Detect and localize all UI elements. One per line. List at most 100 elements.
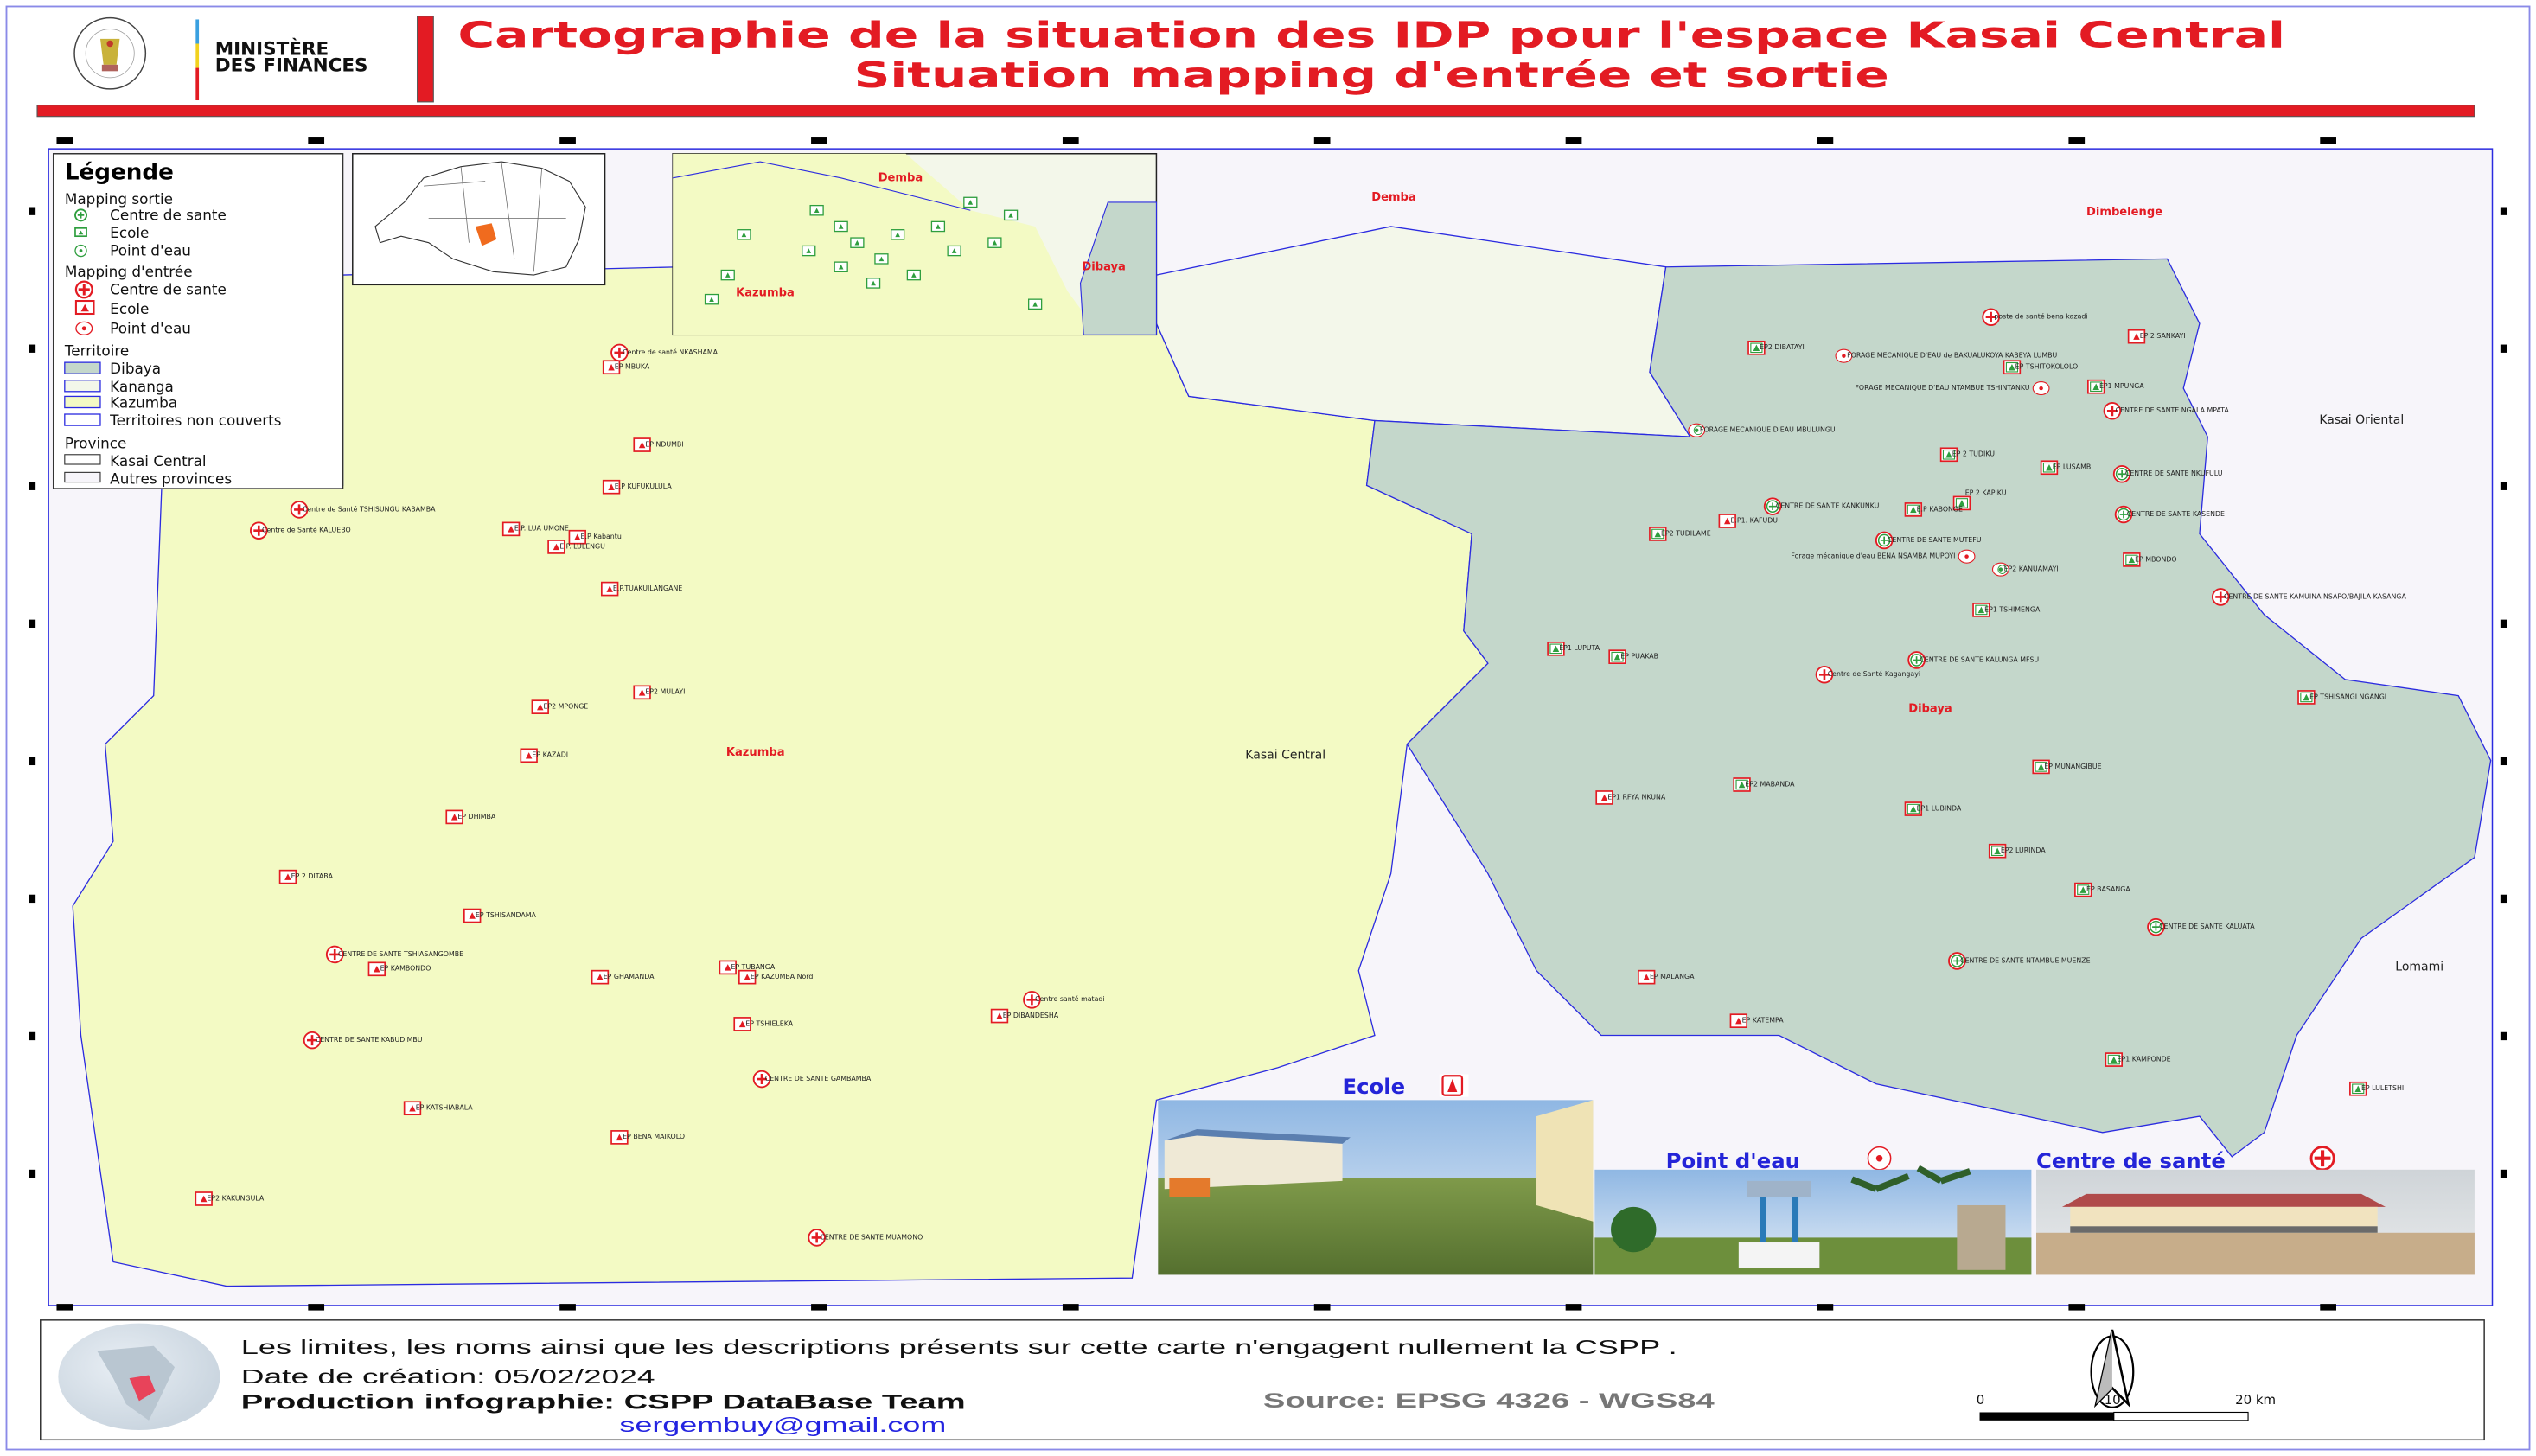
marker-ecole-entree[interactable]: EP KAMBONDO [367,961,431,977]
marker-ecole-sortie[interactable]: EP1 TSHIMENGA [1972,603,2041,617]
marker-point_eau-sortie[interactable]: EP2 KANUAMAYI [1991,562,2059,577]
marker-label: CENTRE DE SANTE NGALA MPATA [2116,406,2230,414]
marker-label: FORAGE MECANIQUE D'EAU MBULUNGU [1700,426,1836,434]
marker-ecole-sortie[interactable]: EP TSHITOKOLOLO [2003,360,2079,375]
marker-ecole-entree[interactable]: EP TSHIELEKA [733,1017,794,1031]
school-entry-icon [74,299,95,316]
marker-ecole-entree[interactable]: E.P. LULENGU [547,540,605,554]
marker-centre_sante-entree[interactable]: CENTRE DE SANTE NGALA MPATA [2103,401,2230,420]
marker-ecole-entree[interactable]: EP 2 DITABA [278,869,334,884]
marker-centre_sante-sortie[interactable]: CENTRE DE SANTE NKUFULU [2112,464,2223,483]
marker-ecole-entree[interactable]: EP TUBANGA [719,960,776,975]
tick-mark [559,1304,576,1311]
cross-glyph [1026,994,1038,1006]
marker-ecole-entree[interactable]: E.P Kabantu [568,529,622,545]
tick-mark [56,1304,73,1311]
marker-point_eau-entree[interactable]: FORAGE MECANIQUE D'EAU de BAKUALUKOYA KA… [1835,348,2057,363]
marker-label: EP TSHISANDAMA [476,911,537,919]
marker-centre_sante-entree[interactable]: CENTRE DE SANTE GAMBAMBA [752,1070,872,1089]
inset-school-glyph [992,239,998,246]
marker-ecole-entree[interactable]: EP2 KAKUNGULA [195,1191,265,1206]
marker-ecole-entree[interactable]: EP MALANGA [1638,969,1695,985]
marker-point_eau-entree[interactable]: Forage mécanique d'eau BENA NSAMBA MUPOY… [1791,549,1976,564]
school-glyph [744,974,751,980]
inset-label-kazumba: Kazumba [736,286,795,299]
marker-centre_sante-sortie[interactable]: CENTRE DE SANTE KASENDE [2114,505,2225,524]
inset-school-glyph [709,297,714,302]
marker-ecole-sortie[interactable]: EP MBONDO [2123,552,2177,567]
marker-centre_sante-sortie[interactable]: CENTRE DE SANTE MUTEFU [1875,531,1982,550]
marker-ecole-sortie[interactable]: EP 2 KAPIKU [1952,489,2007,511]
photo-caption-ecole: Ecole [1343,1074,1406,1099]
marker-centre_sante-sortie[interactable]: CENTRE DE SANTE NTAMBUE MUENZE [1948,952,2091,970]
marker-layer[interactable]: E.P KUFUKULULA E.P. LUA UMONE E.P Kabantu E… [195,308,2407,1247]
marker-centre_sante-entree[interactable]: CENTRE DE SANTE MUAMONO [808,1229,923,1247]
cross-glyph [2152,923,2160,931]
legend-item-label: Centre de sante [110,281,227,298]
marker-centre_sante-entree[interactable]: Centre de Santé Kagangayi [1815,665,1920,684]
marker-ecole-entree[interactable]: E.P1. KAFUDU [1718,514,1778,528]
marker-ecole-sortie[interactable]: EP1 MPUNGA [2087,379,2144,394]
marker-ecole-sortie[interactable]: EP MUNANGIBUE [2032,759,2102,775]
school-glyph [2303,693,2310,701]
marker-ecole-entree[interactable]: EP DHIMBA [445,809,496,825]
marker-ecole-entree[interactable]: E.P KUFUKULULA [602,479,673,495]
marker-centre_sante-sortie[interactable]: CENTRE DE SANTE KANKUNKU [1763,497,1880,515]
marker-ecole-sortie[interactable]: EP1 KAMPONDE [2105,1052,2171,1067]
marker-centre_sante-entree[interactable]: CENTRE DE SANTE KAMUINA NSAPO/BAJILA KAS… [2211,588,2407,606]
marker-ecole-entree[interactable]: EP MBUKA [602,360,650,375]
page-subtitle: Situation mapping d'entrée et sortie [854,54,1889,96]
marker-ecole-entree[interactable]: EP2 MPONGE [531,699,588,715]
marker-ecole-sortie[interactable]: EP PUAKAB [1608,649,1658,664]
marker-ecole-entree[interactable]: EP KATSHIABALA [403,1101,474,1116]
production-credit: Production infographie: CSPP DataBase Te… [241,1391,966,1414]
marker-ecole-entree[interactable]: EP KAZADI [520,748,568,763]
marker-ecole-sortie[interactable]: EP1 LUBINDA [1904,801,1962,816]
tick-mark [1817,1304,1834,1311]
marker-centre_sante-sortie[interactable]: CENTRE DE SANTE KALUNGA MFSU [1907,651,2039,669]
marker-ecole-sortie[interactable]: EP 2 TUDIKU [1939,447,1996,463]
marker-ecole-entree[interactable]: EP KATEMPA [1729,1013,1784,1028]
marker-ecole-sortie[interactable]: EP TSHISANGI NGANGI [2297,690,2386,705]
map[interactable]: Demba Dimbelenge Kasai Oriental Lomami K… [29,137,2507,1311]
scale-label-10: 10 [2105,1392,2121,1408]
marker-ecole-sortie[interactable]: EP LUSAMBI [2040,460,2093,476]
marker-ecole-sortie[interactable]: E.P KABONGE [1904,502,1963,517]
marker-centre_sante-entree[interactable]: Centre de Santé KALUEBO [249,521,351,540]
marker-centre_sante-entree[interactable]: Centre santé matadi [1023,991,1105,1009]
marker-ecole-entree[interactable]: EP TSHISANDAMA [463,908,537,923]
contact-email-link[interactable]: sergembuy@gmail.com [619,1414,946,1436]
marker-ecole-entree[interactable]: EP NDUMBI [633,437,684,452]
school-glyph [574,533,581,540]
marker-centre_sante-entree[interactable]: CENTRE DE SANTE KABUDIMBU [303,1031,423,1050]
marker-ecole-sortie[interactable]: EP2 MABANDA [1733,777,1795,792]
marker-ecole-sortie[interactable]: EP2 DIBATAYI [1747,340,1805,355]
marker-ecole-entree[interactable]: EP DIBANDESHA [990,1008,1059,1024]
tick-mark [2500,482,2507,490]
marker-ecole-sortie[interactable]: EP2 TUDILAME [1649,527,1711,541]
marker-centre_sante-entree[interactable]: CENTRE DE SANTE TSHIASANGOMBE [325,945,463,964]
marker-centre_sante-entree[interactable]: Centre de santé NKASHAMA [610,343,719,362]
marker-ecole-entree[interactable]: EP BENA MAIKOLO [610,1130,685,1145]
territory-dibaya[interactable] [1365,258,2492,1158]
marker-ecole-entree[interactable]: EP1 RFYA NKUNA [1595,790,1666,805]
marker-centre_sante-entree[interactable]: Centre de Santé TSHISUNGU KABAMBA [290,501,436,519]
marker-centre_sante-entree[interactable]: poste de santé bena kazadi [1982,308,2088,327]
zoom-inset: Demba Kazumba Dibaya [672,153,1158,336]
marker-ecole-sortie[interactable]: EP2 LURINDA [1988,843,2047,859]
tick-mark [2500,757,2507,766]
marker-ecole-sortie[interactable]: EP LULETSHI [2349,1081,2404,1096]
marker-ecole-entree[interactable]: EP 2 SANKAYI [2127,329,2186,344]
marker-ecole-entree[interactable]: EP KAZUMBA Nord [738,969,814,985]
marker-ecole-entree[interactable]: E.P.TUAKUILANGANE [600,581,683,597]
cross-glyph [1880,536,1888,545]
marker-point_eau-sortie[interactable]: FORAGE MECANIQUE D'EAU MBULUNGU [1688,423,1836,437]
marker-ecole-sortie[interactable]: EP1 LUPUTA [1547,641,1600,656]
school-glyph [2092,383,2099,390]
marker-centre_sante-sortie[interactable]: CENTRE DE SANTE KALUATA [2147,917,2255,936]
marker-ecole-entree[interactable]: EP GHAMANDA [591,969,655,985]
marker-ecole-entree[interactable]: E.P. LUA UMONE [501,521,569,537]
marker-point_eau-entree[interactable]: FORAGE MECANIQUE D'EAU NTAMBUE TSHINTANK… [1855,381,2050,396]
marker-ecole-entree[interactable]: EP2 MULAYI [633,685,685,700]
marker-ecole-sortie[interactable]: EP BASANGA [2074,882,2130,897]
